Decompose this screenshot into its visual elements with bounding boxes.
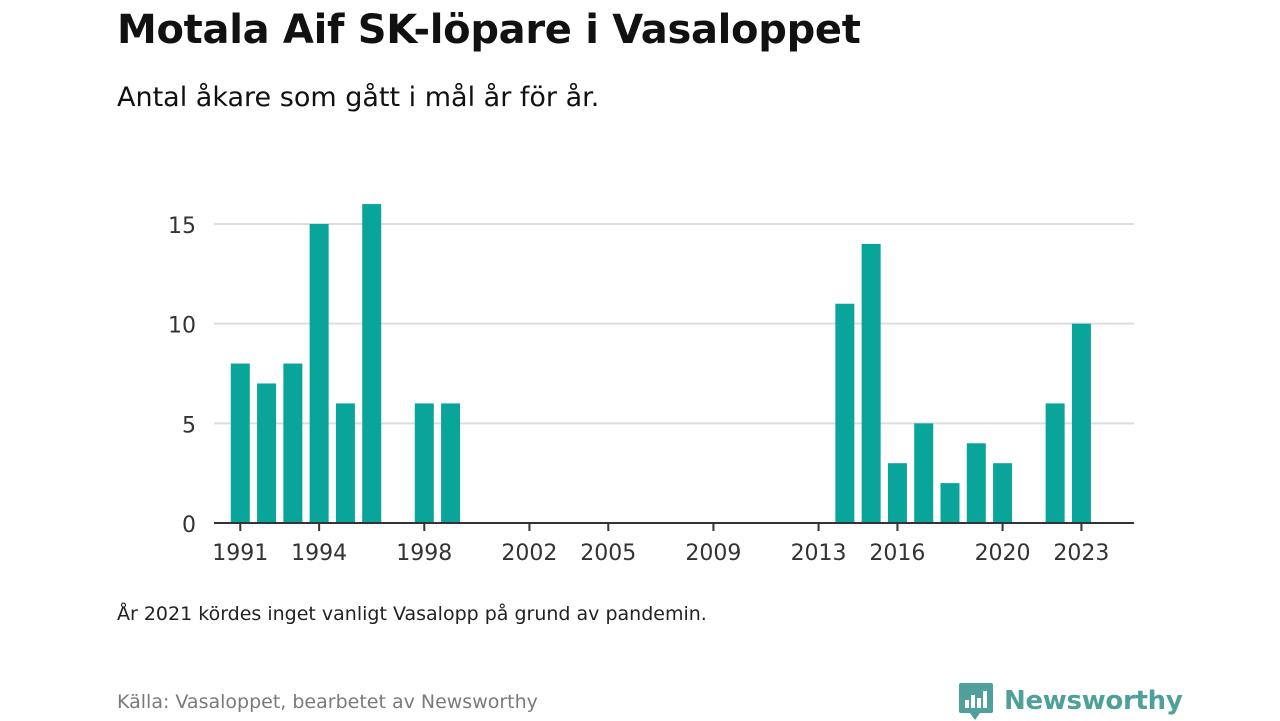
bar	[861, 243, 881, 523]
chart-note: År 2021 kördes inget vanligt Vasalopp på…	[117, 603, 707, 625]
bar	[993, 463, 1013, 523]
x-tick-label: 2009	[685, 541, 741, 566]
chart-subtitle: Antal åkare som gått i mål år för år.	[117, 82, 600, 113]
x-tick-label: 2013	[791, 541, 847, 566]
y-tick-label: 10	[168, 314, 196, 339]
bar-chart: 0 5 10 15 1991 1994 1998 2002 2005 2009 2013 2016 20…	[168, 204, 1134, 566]
x-tick-label: 2002	[501, 541, 557, 566]
x-tick-label: 2020	[975, 541, 1031, 566]
newsworthy-brand[interactable]: Newsworthy	[958, 681, 1183, 721]
bar	[230, 363, 250, 523]
brand-name: Newsworthy	[1004, 686, 1183, 716]
x-tick-label: 2005	[580, 541, 636, 566]
x-tick-label: 1998	[396, 541, 452, 566]
x-tick-label: 2023	[1053, 541, 1109, 566]
bar	[441, 403, 461, 523]
newsworthy-logo-icon	[959, 683, 993, 720]
x-tick-label: 1994	[291, 541, 347, 566]
bar	[257, 383, 277, 523]
bar	[283, 363, 303, 523]
y-tick-label: 15	[168, 214, 196, 239]
bar	[835, 303, 855, 523]
x-tick-label: 1991	[212, 541, 268, 566]
bar	[887, 463, 907, 523]
source-credit: Källa: Vasaloppet, bearbetet av Newswort…	[117, 691, 538, 713]
y-tick-label: 5	[182, 413, 196, 438]
bar	[362, 204, 382, 524]
bar	[309, 224, 329, 523]
bar	[1071, 323, 1091, 523]
bar	[414, 403, 434, 523]
chart-title: Motala Aif SK-löpare i Vasaloppet	[117, 7, 861, 53]
bar	[966, 443, 986, 523]
bar	[335, 403, 355, 523]
x-tick-label: 2016	[869, 541, 925, 566]
bar	[914, 423, 934, 523]
bar	[1045, 403, 1065, 523]
bar	[940, 483, 960, 523]
y-tick-label: 0	[182, 513, 196, 538]
